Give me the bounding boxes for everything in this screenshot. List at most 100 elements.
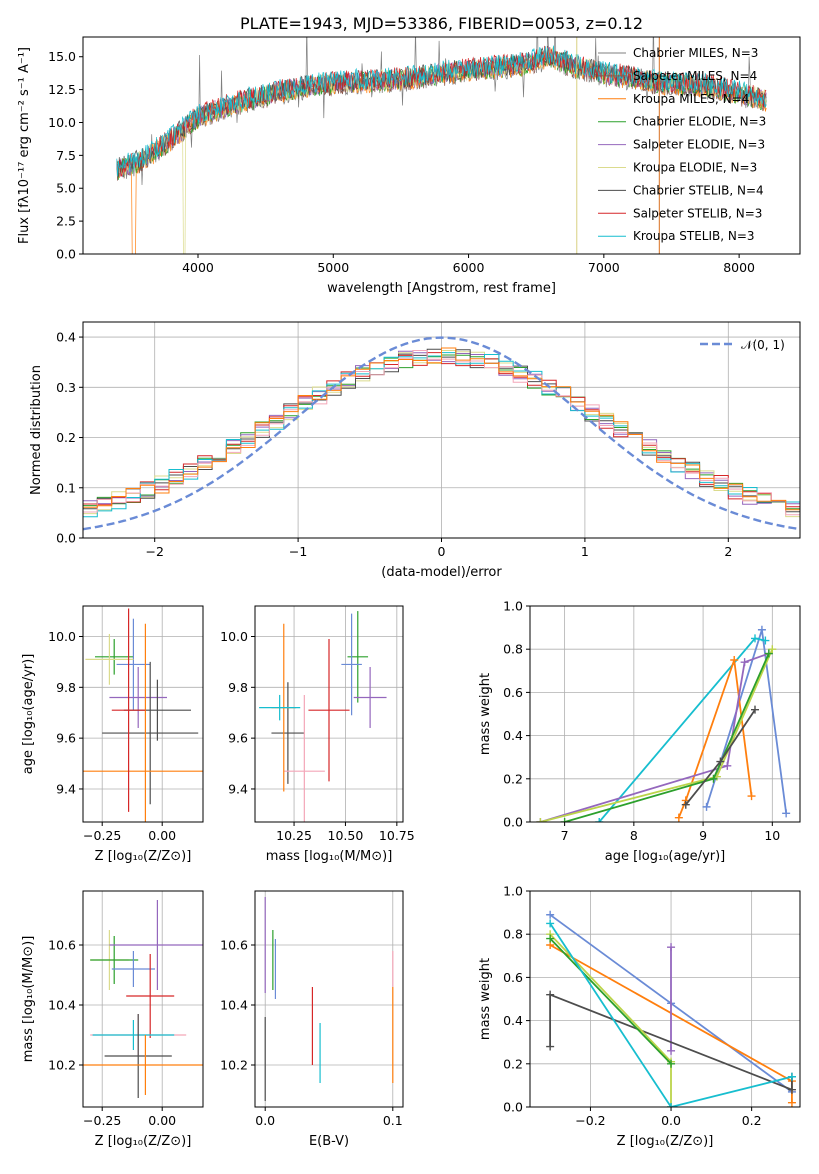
- weight-marker: [764, 649, 773, 658]
- x-axis-label: wavelength [Angstrom, rest frame]: [327, 281, 556, 296]
- y-tick-label: 9.8: [56, 680, 76, 695]
- weight-line: [549, 993, 793, 1092]
- x-tick-label: −0.2: [575, 1113, 605, 1128]
- axes-frame: [82, 605, 204, 823]
- x-tick-label: 8000: [723, 260, 755, 275]
- y-tick-label: 9.6: [56, 731, 76, 746]
- y-tick-label: 0.2: [503, 1056, 523, 1071]
- x-tick-label: 5000: [317, 260, 349, 275]
- spectrum-line: [116, 45, 767, 177]
- weight-marker: [761, 636, 770, 645]
- weight-marker: [787, 1072, 796, 1081]
- y-tick-label: 9.4: [56, 781, 76, 796]
- weight-marker: [768, 645, 777, 654]
- legend-entry: Salpeter STELIB, N=3: [633, 206, 762, 220]
- legend-entry: Chabrier ELODIE, N=3: [633, 115, 766, 129]
- chart-panel-2: −0.25 0.00 9.4 9.6 9.8 10.0 Z [log₁₀(Z/Z⊙)] age…: [21, 605, 204, 864]
- y-tick-label: 10.2: [220, 1058, 248, 1073]
- histogram-step: [83, 347, 800, 511]
- x-tick-label: 0.2: [742, 1113, 762, 1128]
- legend-entry: Salpeter ELODIE, N=3: [633, 138, 765, 152]
- plot-area: [116, 37, 767, 254]
- chart-panel-4: 7 8 9 10 0.0 0.2 0.4 0.6 0.8 1.0 age [log₁₀(age/yr…: [478, 599, 801, 864]
- plot-area: [536, 625, 791, 822]
- weight-marker: [595, 818, 604, 822]
- y-tick-label: 10.2: [48, 1058, 76, 1073]
- weight-marker: [782, 809, 791, 818]
- y-tick-label: 0.0: [56, 247, 76, 262]
- weight-marker: [546, 990, 555, 999]
- y-tick-label: 0.1: [56, 480, 76, 495]
- y-tick-label: 0.3: [56, 380, 76, 395]
- weight-marker: [674, 813, 683, 822]
- y-tick-label: 10.0: [48, 115, 76, 130]
- y-tick-label: 1.0: [503, 884, 523, 899]
- legend-entry: 𝒩(0, 1): [741, 338, 785, 352]
- y-tick-label: 5.0: [56, 181, 76, 196]
- weight-marker: [546, 934, 555, 943]
- x-axis-label: mass [log₁₀(M/M⊙)]: [266, 849, 393, 864]
- axes-frame: [254, 890, 404, 1108]
- x-axis-label: Z [log₁₀(Z/Z⊙)]: [95, 849, 192, 864]
- normal-curve: [83, 336, 800, 531]
- x-tick-label: 0.00: [148, 1113, 176, 1128]
- weight-marker: [709, 774, 718, 783]
- y-tick-label: 0.0: [56, 531, 76, 546]
- x-tick-label: 8: [630, 828, 638, 843]
- y-tick-label: 1.0: [503, 599, 523, 614]
- weight-marker: [716, 757, 725, 766]
- legend: Chabrier MILES, N=3 Salpeter MILES, N=4 Kr…: [598, 46, 766, 243]
- axes-frame: [254, 605, 404, 823]
- weight-marker: [667, 1059, 676, 1068]
- weight-line: [685, 709, 756, 806]
- legend-entry: Kroupa MILES, N=4: [633, 92, 749, 106]
- y-axis-label: Normed distribution: [29, 365, 44, 495]
- weight-marker: [546, 919, 555, 928]
- weight-marker: [560, 818, 569, 822]
- x-tick-label: 2: [724, 544, 732, 559]
- weight-marker: [751, 634, 759, 643]
- y-axis-label: Flux [fλ10⁻¹⁷ erg cm⁻² s⁻¹ A⁻¹]: [17, 47, 32, 244]
- legend-entry: Kroupa STELIB, N=3: [633, 229, 755, 243]
- y-axis-label: age [log₁₀(age/yr)]: [21, 654, 36, 775]
- y-tick-label: 0.6: [503, 685, 523, 700]
- y-tick-label: 0.0: [503, 1100, 523, 1115]
- y-tick-label: 12.5: [48, 82, 76, 97]
- weight-marker: [546, 910, 555, 919]
- axes-frame: [82, 36, 801, 255]
- y-tick-label: 9.6: [228, 731, 248, 746]
- chart-title: PLATE=1943, MJD=53386, FIBERID=0053, z=0…: [240, 14, 643, 33]
- axes-frame: [529, 890, 801, 1108]
- weight-marker: [751, 705, 759, 714]
- weight-marker: [681, 800, 690, 809]
- x-axis-label: (data-model)/error: [381, 565, 502, 580]
- y-tick-label: 9.4: [228, 781, 248, 796]
- chart-panel-5: −0.25 0.00 10.2 10.4 10.6 Z [log₁₀(Z/Z⊙)] mass…: [21, 890, 204, 1149]
- y-tick-label: 0.4: [56, 330, 76, 345]
- y-tick-label: 10.4: [48, 998, 76, 1013]
- x-axis-label: E(B-V): [309, 1134, 349, 1149]
- x-tick-label: 0.0: [255, 1113, 275, 1128]
- x-tick-label: 4000: [182, 260, 214, 275]
- chart-panel-6: 0.0 0.1 10.2 10.4 10.6 E(B-V): [220, 890, 404, 1149]
- legend-entry: Kroupa ELODIE, N=3: [633, 161, 757, 175]
- chart-panel-7: −0.2 0.0 0.2 0.0 0.2 0.4 0.6 0.8 1.0 Z [log₁₀(Z/Z…: [478, 884, 801, 1149]
- weight-marker: [546, 1042, 555, 1051]
- weight-marker: [702, 802, 711, 811]
- weight-line: [564, 653, 770, 822]
- y-axis-label: mass weight: [478, 958, 493, 1040]
- y-tick-label: 10.0: [220, 629, 248, 644]
- y-tick-label: 0.8: [503, 927, 523, 942]
- x-tick-label: −0.25: [83, 828, 121, 843]
- chart-panel-0: 4000 5000 6000 7000 8000 0.0 2.5 5.0 7.5 10.0 12.5…: [17, 14, 801, 296]
- y-tick-label: 10.4: [220, 998, 248, 1013]
- plot-area: [259, 611, 387, 822]
- x-tick-label: 9: [699, 828, 707, 843]
- x-tick-label: 7000: [588, 260, 620, 275]
- weight-marker: [757, 625, 766, 634]
- y-axis-label: mass [log₁₀(M/M⊙)]: [21, 936, 36, 1063]
- x-tick-label: −2: [145, 544, 163, 559]
- y-tick-label: 10.6: [48, 938, 76, 953]
- y-tick-label: 0.4: [503, 728, 523, 743]
